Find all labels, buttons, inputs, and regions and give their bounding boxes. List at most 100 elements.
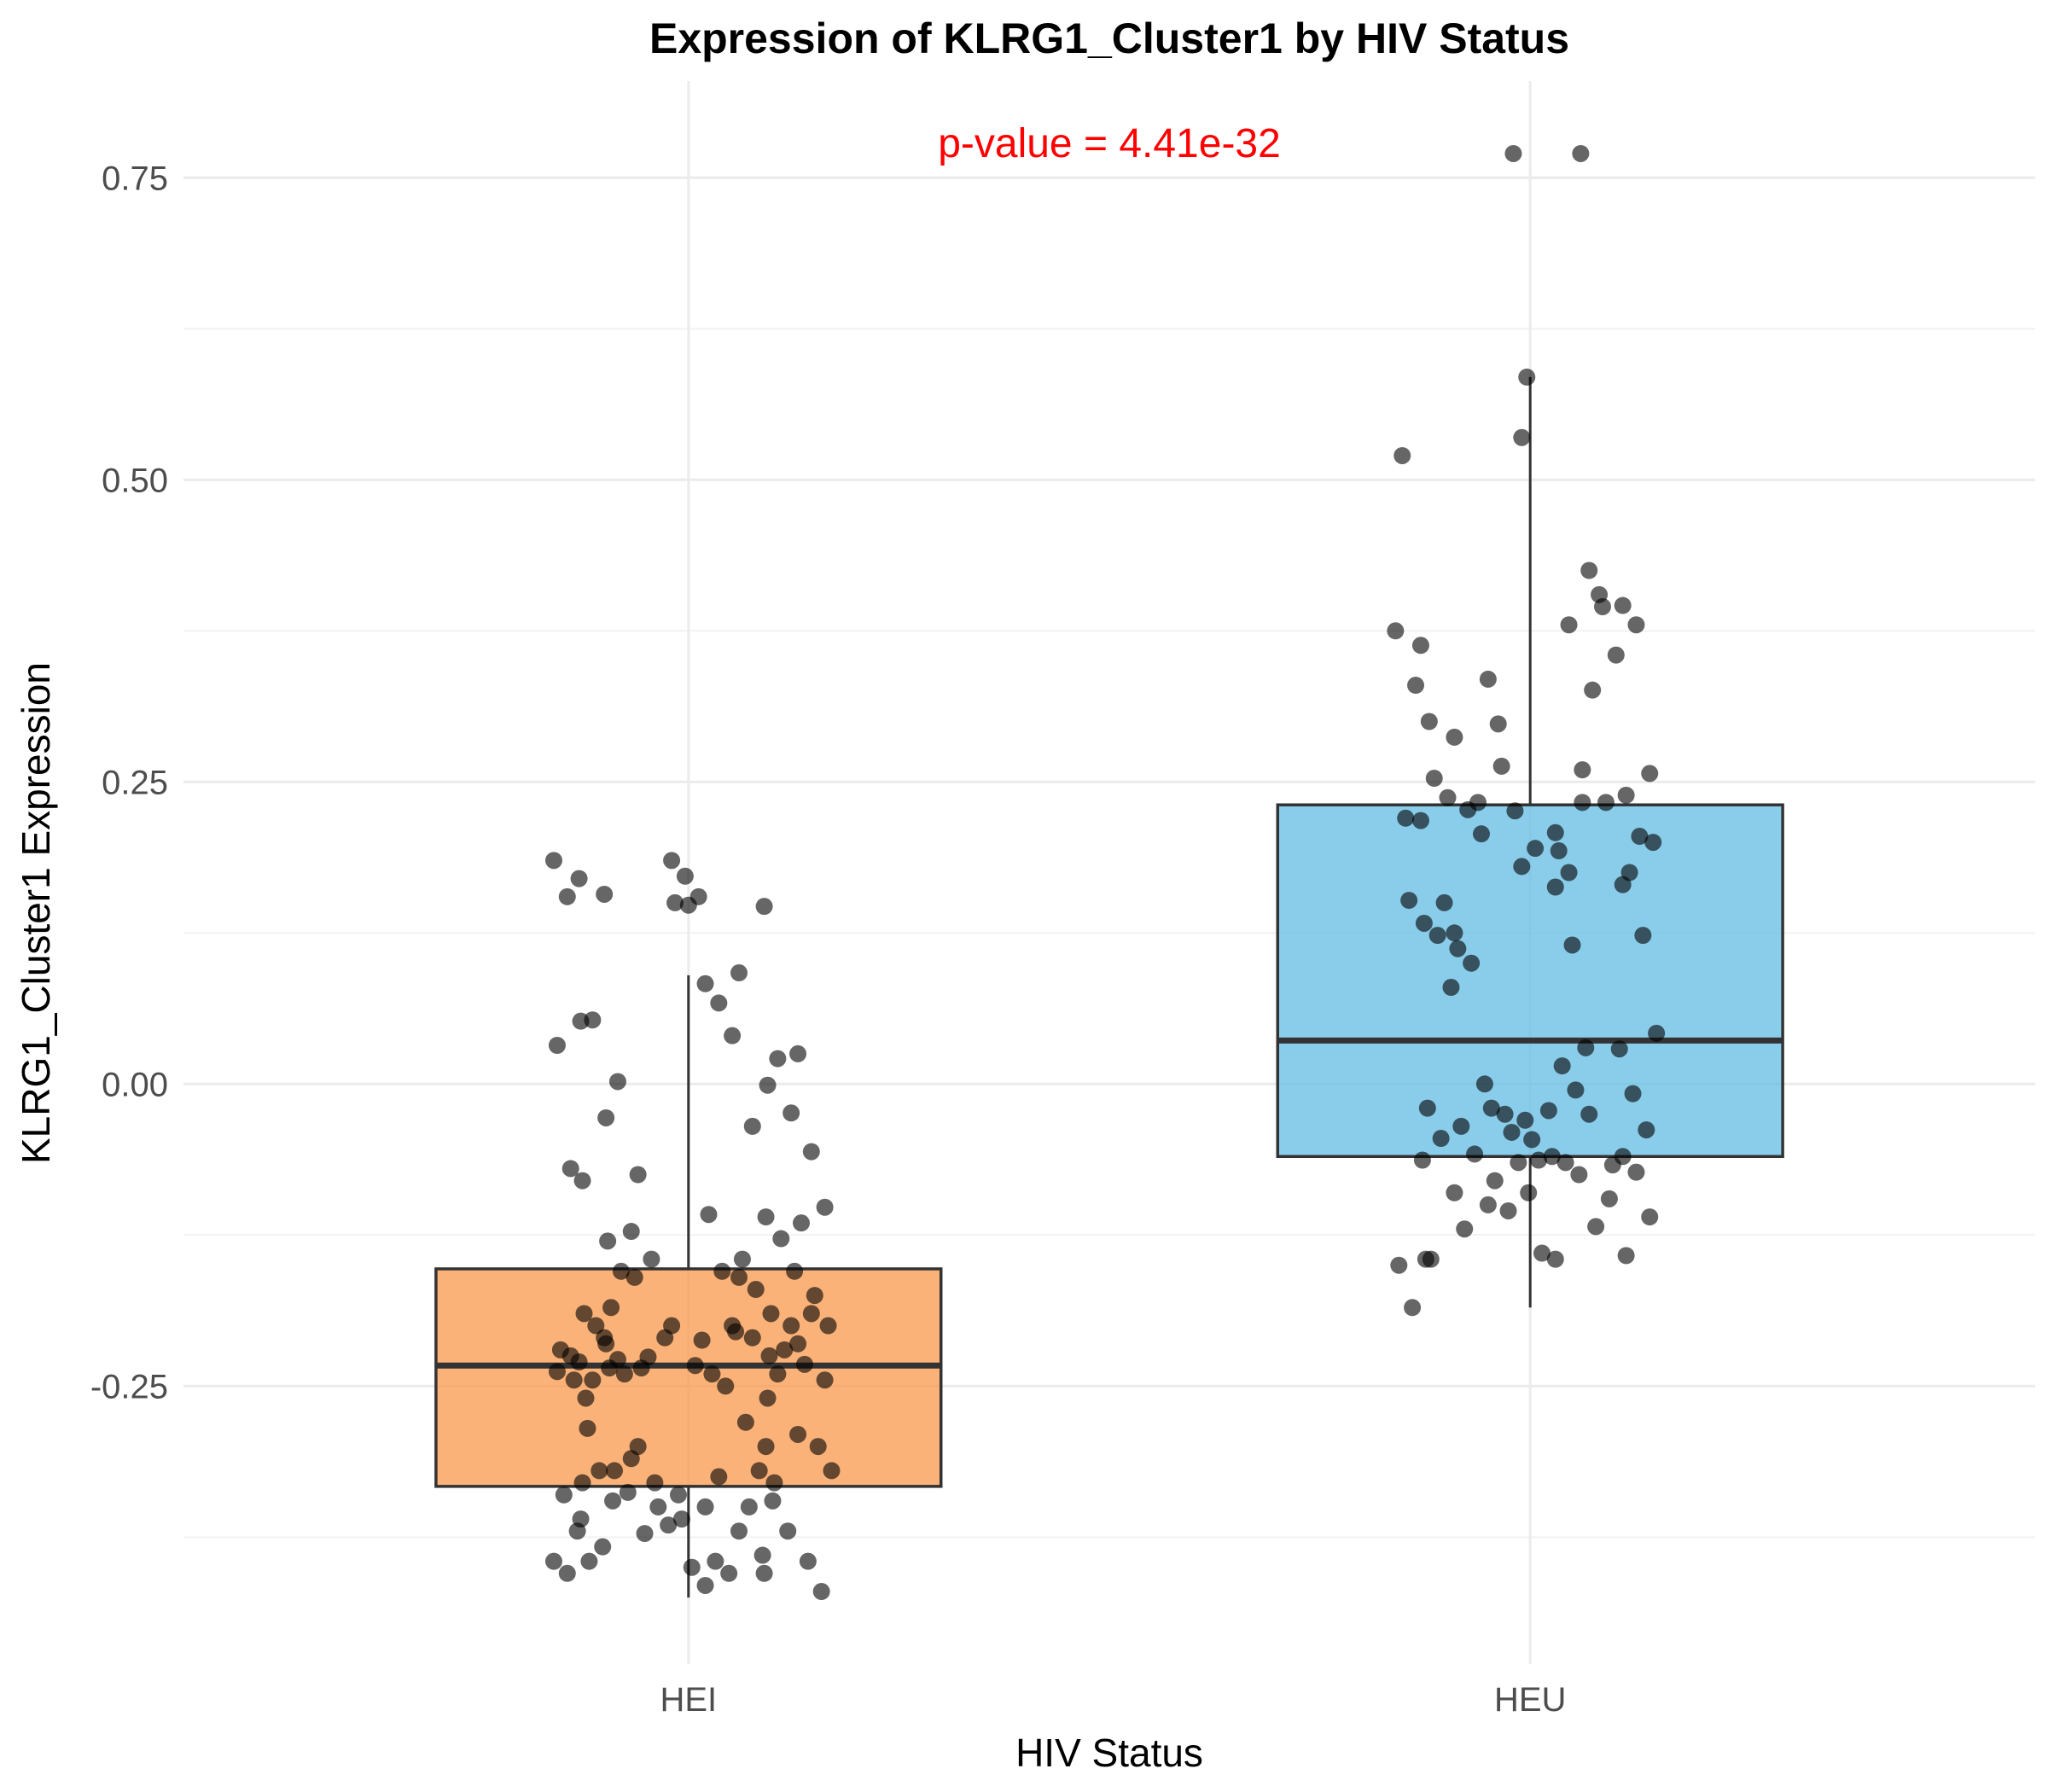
data-point	[573, 1474, 591, 1492]
data-point	[1446, 728, 1463, 746]
data-point	[1597, 794, 1615, 812]
data-point	[802, 1305, 820, 1323]
data-point	[710, 1468, 728, 1486]
data-point	[686, 1357, 704, 1375]
data-point	[1418, 1099, 1436, 1117]
data-point	[1482, 1099, 1500, 1117]
data-point	[1560, 864, 1578, 881]
data-point	[1587, 1218, 1605, 1236]
data-point	[809, 1438, 827, 1456]
data-point	[757, 1208, 775, 1226]
data-point	[1390, 1256, 1408, 1274]
data-point	[584, 1011, 602, 1029]
data-point	[713, 1262, 731, 1280]
x-ticks: HEI HEU	[660, 1681, 1566, 1719]
box-HEU	[1276, 376, 1784, 1308]
data-point	[1513, 858, 1531, 876]
data-point	[663, 1317, 681, 1335]
data-point	[1563, 936, 1581, 954]
data-point	[599, 1232, 617, 1250]
data-point	[1463, 954, 1481, 972]
data-point	[1546, 878, 1564, 896]
data-point	[769, 1050, 787, 1068]
data-point	[597, 1108, 615, 1126]
data-point	[676, 867, 694, 885]
data-point	[733, 1250, 751, 1268]
data-point	[1574, 761, 1591, 779]
data-point	[730, 964, 748, 982]
data-point	[1449, 940, 1467, 957]
data-point	[672, 1510, 690, 1528]
data-point	[740, 1498, 758, 1516]
data-point	[545, 1552, 562, 1570]
data-point	[1472, 825, 1490, 843]
data-point	[1539, 1102, 1557, 1120]
box-HEI	[434, 975, 943, 1598]
data-point	[1413, 1151, 1431, 1169]
data-point	[1496, 1105, 1514, 1123]
data-point	[558, 887, 576, 905]
data-point	[1506, 802, 1524, 820]
data-point	[558, 1564, 576, 1582]
data-point	[608, 1073, 626, 1091]
data-point	[629, 1166, 647, 1184]
data-point	[577, 1389, 595, 1407]
data-point	[608, 1351, 626, 1369]
data-point	[1456, 1220, 1474, 1238]
data-point	[816, 1198, 834, 1216]
data-point	[1432, 1130, 1450, 1148]
data-point	[806, 1287, 823, 1305]
data-point	[724, 1027, 742, 1044]
data-point	[1527, 840, 1545, 858]
data-point	[606, 1462, 624, 1480]
y-tick-label: 0.00	[102, 1066, 168, 1103]
data-point	[1510, 1154, 1527, 1172]
data-point	[1614, 1148, 1632, 1166]
data-point	[736, 1413, 754, 1431]
data-point	[743, 1117, 761, 1135]
data-point	[1610, 1040, 1628, 1058]
data-point	[819, 1317, 837, 1335]
data-point	[1504, 144, 1522, 162]
data-point	[1530, 1151, 1548, 1169]
data-point	[764, 1492, 782, 1510]
y-tick-label: 0.75	[102, 160, 168, 197]
x-tick-label: HEU	[1494, 1681, 1566, 1719]
data-point	[1577, 1039, 1595, 1056]
data-point	[1600, 1190, 1618, 1207]
data-point	[1452, 1117, 1470, 1135]
data-point	[612, 1262, 630, 1280]
data-point	[548, 1363, 566, 1381]
data-point	[747, 1281, 765, 1299]
data-point	[1407, 677, 1425, 695]
data-point	[795, 1355, 813, 1373]
data-point	[1620, 864, 1638, 881]
data-point	[660, 1516, 678, 1534]
data-point	[580, 1552, 598, 1570]
data-point	[789, 1335, 807, 1353]
data-point	[1387, 622, 1405, 640]
data-point	[1614, 596, 1632, 614]
data-point	[594, 1538, 612, 1556]
data-point	[693, 1331, 711, 1349]
data-point	[1570, 1166, 1588, 1184]
data-point	[1520, 1184, 1538, 1201]
data-point	[710, 994, 728, 1012]
data-point	[1543, 1148, 1561, 1166]
data-point	[1634, 927, 1652, 945]
data-point	[789, 1425, 807, 1443]
data-point	[573, 1172, 591, 1190]
data-point	[1479, 670, 1497, 688]
data-point	[622, 1223, 640, 1241]
data-point	[1641, 1208, 1659, 1226]
data-point	[663, 852, 681, 870]
data-point	[1627, 616, 1645, 634]
x-tick-label: HEI	[660, 1681, 717, 1719]
data-point	[622, 1450, 640, 1468]
data-point	[1584, 681, 1602, 699]
data-point	[1572, 144, 1590, 162]
data-point	[1400, 892, 1418, 910]
box-body	[434, 1267, 943, 1488]
data-point	[683, 1558, 701, 1576]
